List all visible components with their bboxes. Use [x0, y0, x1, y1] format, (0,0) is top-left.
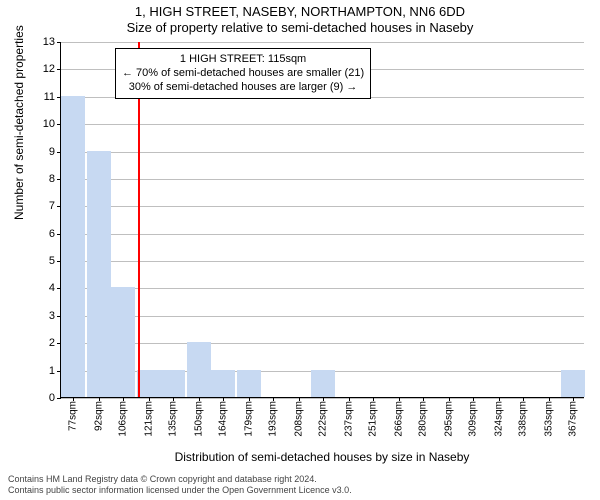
x-axis-label: Distribution of semi-detached houses by …	[60, 450, 584, 464]
ytick-label: 2	[49, 337, 55, 349]
xtick-label: 179sqm	[243, 401, 254, 437]
ytick-label: 4	[49, 282, 55, 294]
histogram-bar	[161, 370, 185, 397]
ytick-label: 1	[49, 365, 55, 377]
histogram-bar	[137, 370, 161, 397]
ytick-mark	[57, 42, 61, 43]
xtick-label: 106sqm	[118, 401, 129, 437]
xtick-label: 77sqm	[68, 401, 79, 431]
annotation-line3: 30% of semi-detached houses are larger (…	[122, 81, 364, 95]
ytick-label: 7	[49, 200, 55, 212]
ytick-label: 8	[49, 173, 55, 185]
ytick-label: 10	[43, 118, 55, 130]
annotation-line1: 1 HIGH STREET: 115sqm	[122, 53, 364, 67]
ytick-label: 13	[43, 36, 55, 48]
ytick-label: 9	[49, 146, 55, 158]
xtick-label: 222sqm	[318, 401, 329, 437]
plot-area: 01234567891011121377sqm92sqm106sqm121sqm…	[60, 42, 584, 398]
histogram-bar	[237, 370, 261, 397]
ytick-label: 0	[49, 392, 55, 404]
ytick-mark	[57, 398, 61, 399]
xtick-label: 251sqm	[367, 401, 378, 437]
histogram-bar	[187, 342, 211, 397]
xtick-label: 266sqm	[393, 401, 404, 437]
histogram-bar	[87, 151, 111, 397]
xtick-label: 92sqm	[93, 401, 104, 431]
ytick-label: 5	[49, 255, 55, 267]
xtick-label: 338sqm	[517, 401, 528, 437]
footer-attribution: Contains HM Land Registry data © Crown c…	[8, 474, 352, 496]
xtick-label: 367sqm	[567, 401, 578, 437]
xtick-label: 135sqm	[168, 401, 179, 437]
ytick-mark	[57, 69, 61, 70]
ytick-label: 12	[43, 63, 55, 75]
xtick-label: 208sqm	[293, 401, 304, 437]
histogram-bar	[561, 370, 585, 397]
histogram-bar	[311, 370, 335, 397]
ytick-label: 11	[44, 91, 55, 103]
xtick-label: 324sqm	[493, 401, 504, 437]
xtick-label: 164sqm	[218, 401, 229, 437]
footer-line2: Contains public sector information licen…	[8, 485, 352, 496]
xtick-label: 150sqm	[193, 401, 204, 437]
chart-title-line1: 1, HIGH STREET, NASEBY, NORTHAMPTON, NN6…	[0, 4, 600, 19]
xtick-label: 121sqm	[143, 401, 154, 437]
chart-container: 1, HIGH STREET, NASEBY, NORTHAMPTON, NN6…	[0, 0, 600, 500]
annotation-line2: ← 70% of semi-detached houses are smalle…	[122, 67, 364, 81]
xtick-label: 295sqm	[443, 401, 454, 437]
chart-title-line2: Size of property relative to semi-detach…	[0, 20, 600, 35]
xtick-label: 193sqm	[268, 401, 279, 437]
xtick-label: 237sqm	[343, 401, 354, 437]
histogram-bar	[211, 370, 235, 397]
xtick-label: 280sqm	[417, 401, 428, 437]
ytick-label: 6	[49, 228, 55, 240]
histogram-bar	[111, 287, 135, 397]
annotation-box: 1 HIGH STREET: 115sqm← 70% of semi-detac…	[115, 48, 371, 99]
ytick-label: 3	[49, 310, 55, 322]
y-axis-label: Number of semi-detached properties	[12, 25, 26, 220]
footer-line1: Contains HM Land Registry data © Crown c…	[8, 474, 352, 485]
histogram-bar	[61, 96, 85, 397]
xtick-label: 353sqm	[543, 401, 554, 437]
xtick-label: 309sqm	[467, 401, 478, 437]
